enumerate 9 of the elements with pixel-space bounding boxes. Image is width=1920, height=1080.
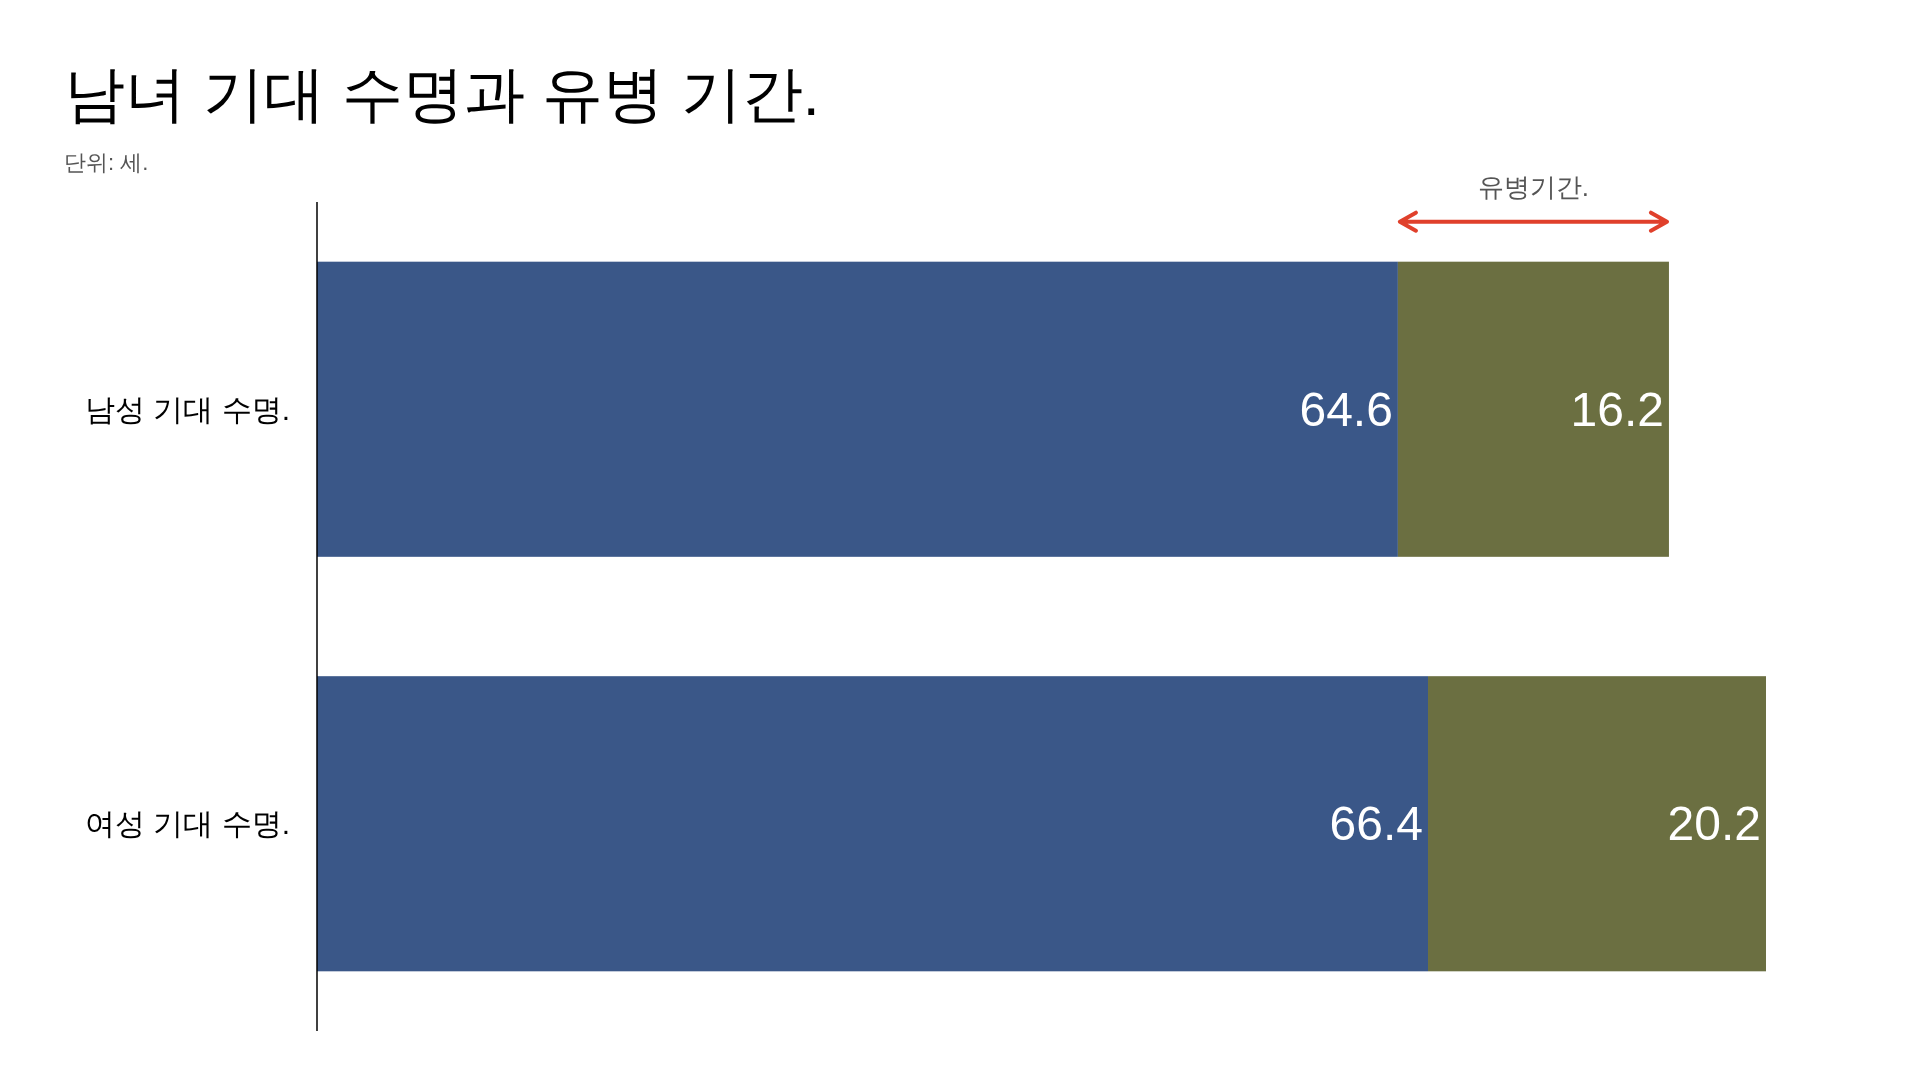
y-tick-label: 여성 기대 수명. — [84, 807, 290, 841]
data-label: 20.2 — [1667, 797, 1761, 851]
data-label: 16.2 — [1570, 382, 1664, 436]
data-label: 66.4 — [1329, 797, 1424, 851]
y-tick-label: 남성 기대 수명. — [84, 392, 290, 426]
text: 단위: 세. — [64, 150, 149, 175]
chart-title: 남녀 기대 수명과 유병 기간. — [64, 60, 820, 128]
data-label: 64.6 — [1299, 382, 1393, 436]
text: 유병기간. — [1477, 171, 1590, 202]
